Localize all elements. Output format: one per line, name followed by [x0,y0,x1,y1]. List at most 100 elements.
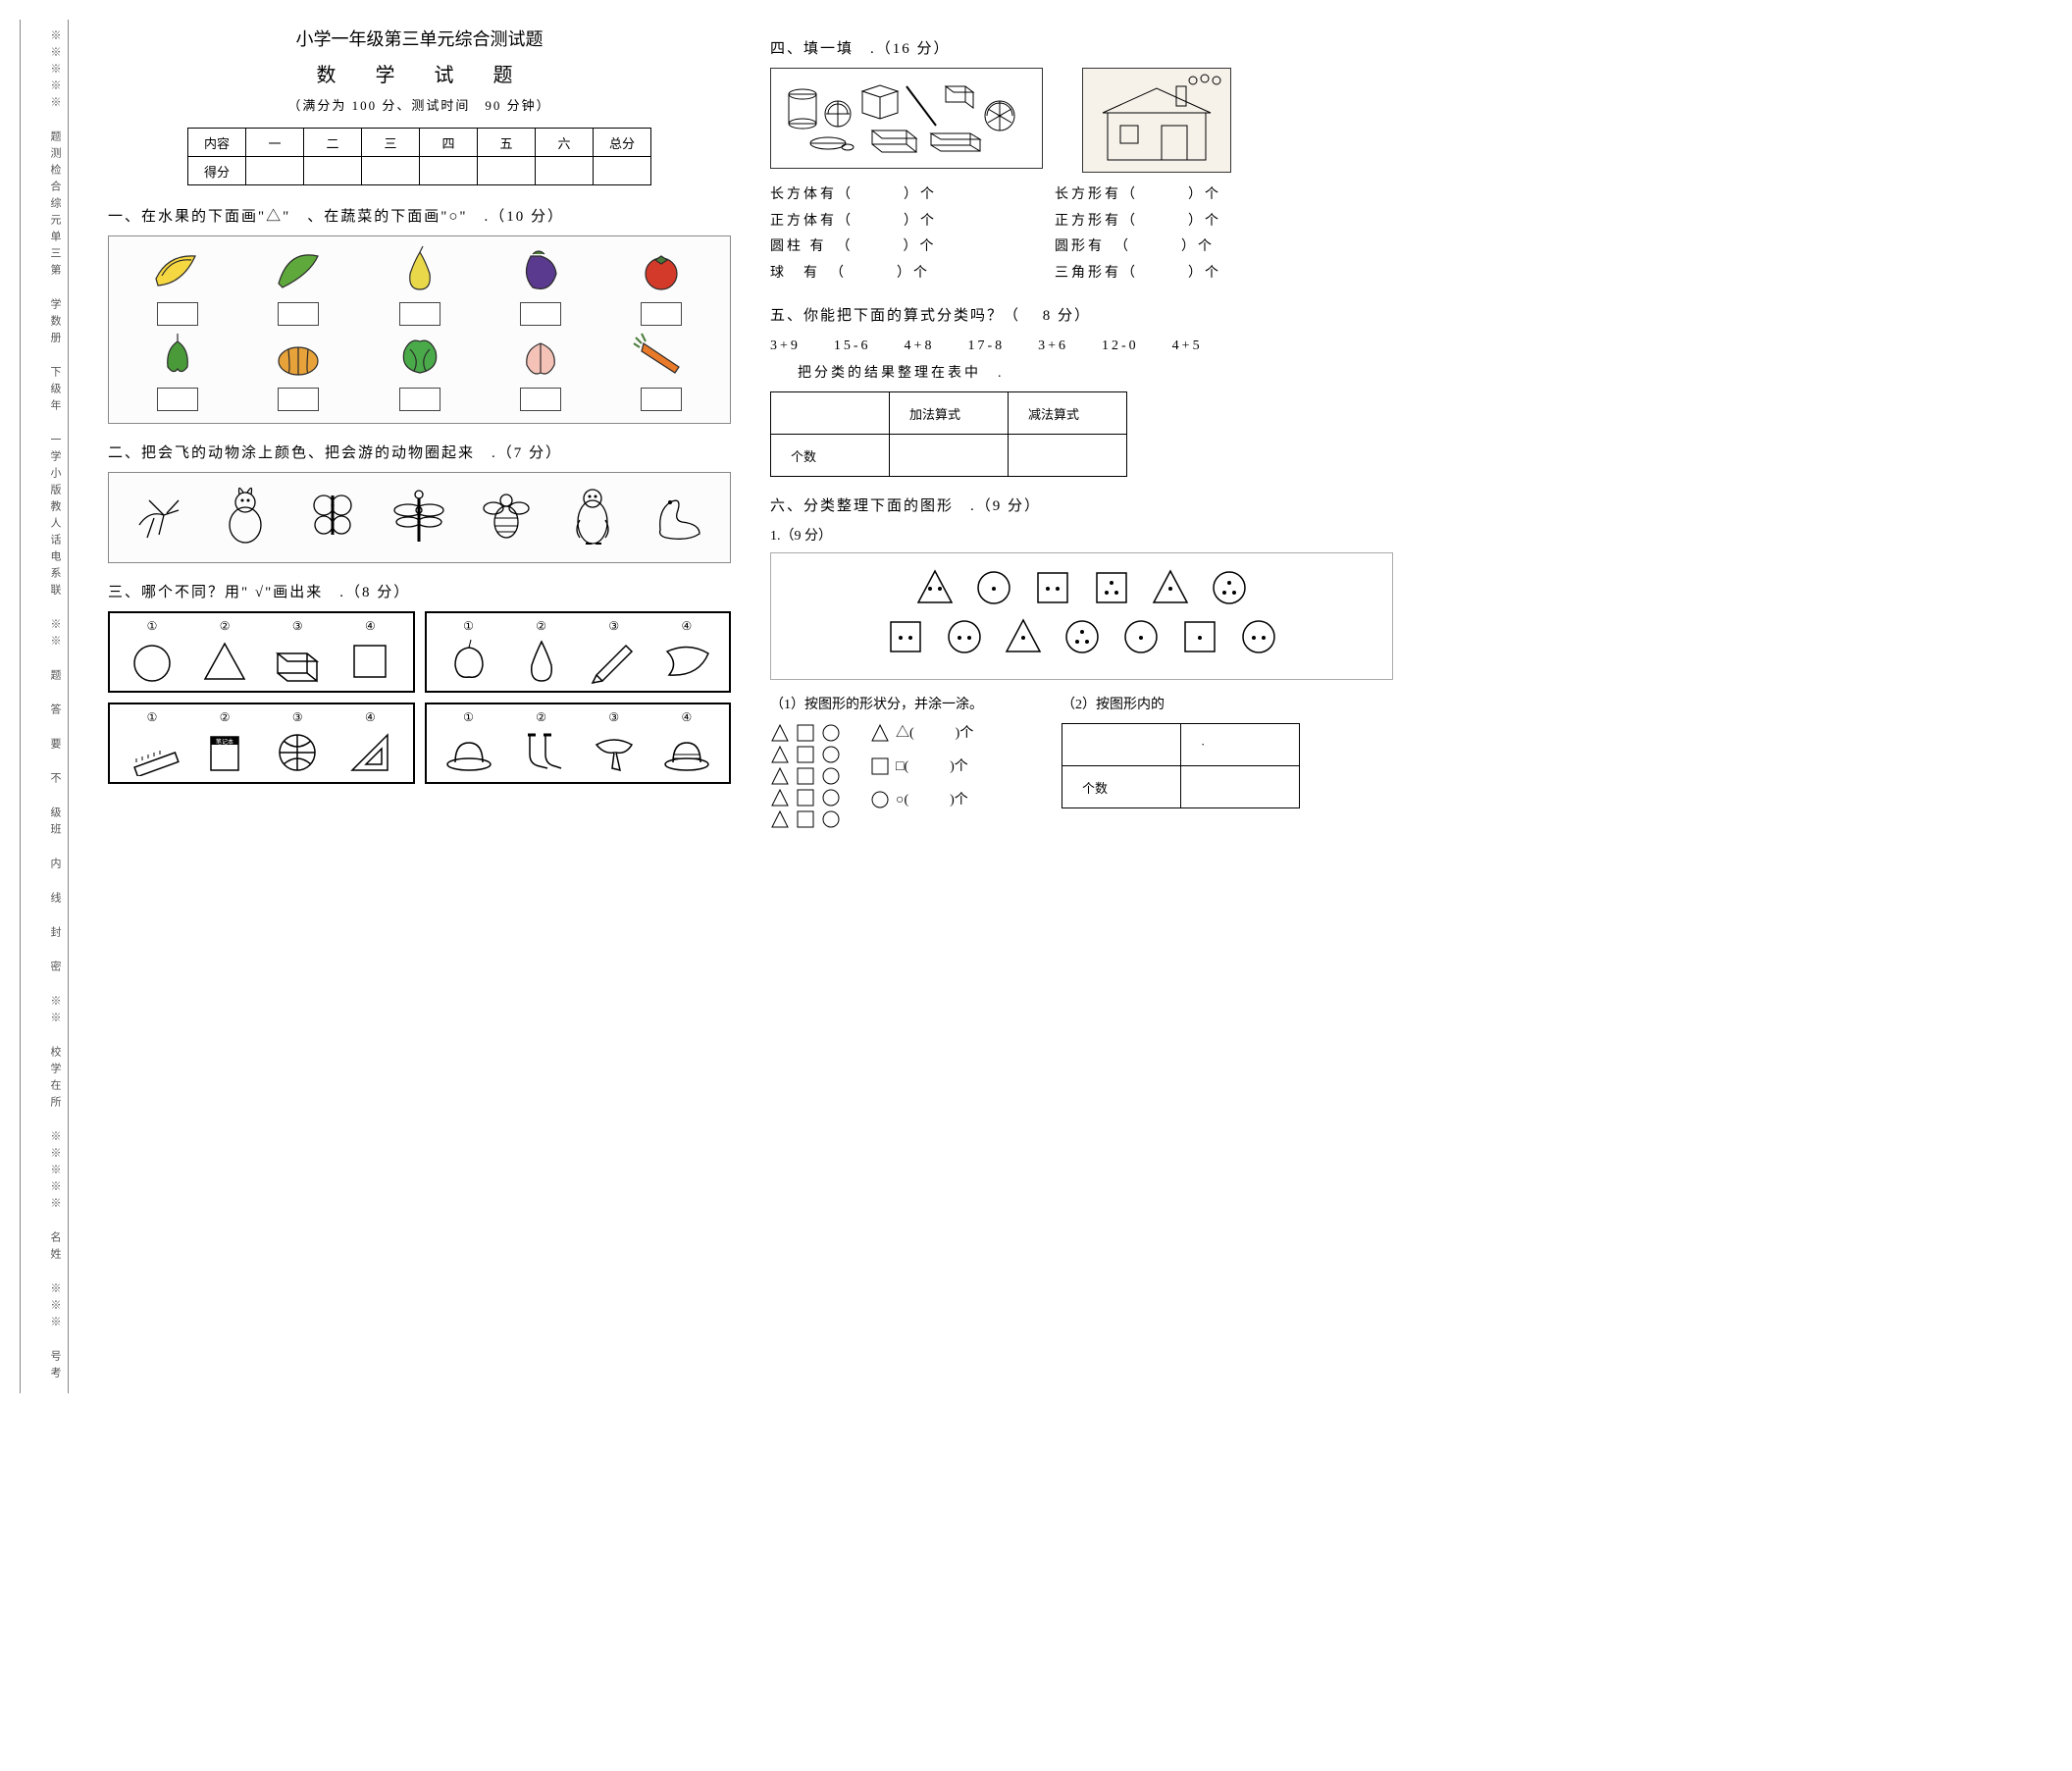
q3-cell: ①②③④笔记本 [108,703,415,784]
cell: 加法算式 [890,392,1009,435]
cell: 二 [304,129,362,157]
square-icon [796,745,815,764]
animal-row [117,481,722,554]
table-row: 加法算式 减法算式 [771,392,1127,435]
grasshopper-icon [130,481,190,549]
triangle-icon [197,634,252,685]
cell: 个数 [771,435,890,477]
svg-text:笔记本: 笔记本 [216,738,233,746]
produce-item [359,244,480,326]
answer-box[interactable] [157,388,198,411]
sq-2dot-icon [1032,567,1073,608]
cucumber-icon [269,244,328,293]
item-number: ③ [608,710,619,725]
right-column: 四、填一填 .（16 分） [770,20,1393,1393]
item-number: ④ [682,619,693,634]
square-icon [870,756,890,776]
q2-box [108,472,731,563]
tally-labels: △( )个 □( )个 ○( )个 [870,721,973,831]
tri-2dot-icon [914,567,956,608]
pencil-icon [587,634,642,685]
q5-expressions: 3+9 15-6 4+8 17-8 3+6 12-0 4+5 [770,335,1393,354]
answer-box[interactable] [399,302,440,326]
q5-title: 五、你能把下面的算式分类吗？（ 8 分） [770,304,1393,325]
sq-2dot-icon [885,616,926,657]
answer-box[interactable] [157,302,198,326]
answer-box[interactable] [278,388,319,411]
banana-icon [659,634,714,685]
produce-item [601,244,722,326]
butterfly-icon [302,481,363,549]
cir-3dot-icon [1209,567,1250,608]
produce-item [117,244,237,326]
item-number: ④ [682,710,693,725]
label: 圆柱 有 （ ）个 [770,234,937,261]
produce-item [601,330,722,411]
q6-p2: （2）按图形内的 [1062,694,1300,713]
solids-diagram [770,68,1043,169]
answer-box[interactable] [520,388,561,411]
q6-title: 六、分类整理下面的图形 .（9 分） [770,495,1393,515]
q6-p1: （1）按图形的形状分，并涂一涂。 [770,694,983,713]
apple-icon [441,634,496,685]
pepper-icon [148,330,207,379]
table-row: 个数 [771,435,1127,477]
triangle-icon [770,766,790,786]
item-number: ① [147,710,158,725]
cir-2dot-icon [1238,616,1279,657]
label: 球 有 （ ）个 [770,261,937,287]
sidebar-text: ※※※※※ 题测检合综元单三第 学数册 下级年 一学小版教人话电系联 ※※ 题 … [49,29,61,1383]
label: 圆形有 （ ）个 [1055,234,1221,261]
q5-note: 把分类的结果整理在表中 . [770,362,1393,382]
cell: 总分 [594,129,651,157]
circle-icon [870,790,890,809]
hat2-icon [659,725,714,776]
answer-box[interactable] [399,388,440,411]
item-number: ④ [365,619,376,634]
hat1-icon [441,725,496,776]
item-number: ② [536,710,546,725]
cir-2dot-icon [944,616,985,657]
cuboid-icon [270,634,325,685]
scarf-icon [587,725,642,776]
sq-1dot-icon [1179,616,1220,657]
answer-box[interactable] [641,388,682,411]
label: △( )个 [896,724,973,744]
cir-3dot-icon [1062,616,1103,657]
item-number: ① [463,710,474,725]
produce-item [480,330,600,411]
q1-box [108,235,731,424]
label: 长方体有（ ）个 [770,182,937,209]
cell: 四 [420,129,478,157]
setsquare-icon [342,725,397,776]
answer-box[interactable] [278,302,319,326]
title-sub: 数 学 试 题 [108,59,731,87]
cell: 减法算式 [1009,392,1127,435]
cabbage-icon [390,330,449,379]
item-number: ② [220,619,231,634]
answer-box[interactable] [641,302,682,326]
circle-icon [821,766,841,786]
circle-icon [821,723,841,743]
triangle-icon [770,809,790,829]
fruit-row [117,330,722,411]
socks-icon [514,725,569,776]
q3-title: 三、哪个不同？用" √"画出来 .（8 分） [108,581,731,601]
shape-row [785,616,1378,657]
pumpkin-icon [269,330,328,379]
produce-item [237,330,358,411]
q4-left-list: 长方体有（ ）个 正方体有（ ）个 圆柱 有 （ ）个 球 有 （ ）个 [770,182,937,286]
square-icon [796,788,815,807]
answer-box[interactable] [520,302,561,326]
item-number: ③ [292,619,303,634]
label: 长方形有（ ）个 [1055,182,1221,209]
q3-grid: ①②③④①②③④①②③④笔记本①②③④ [108,611,731,784]
left-column: 小学一年级第三单元综合测试题 数 学 试 题 （满分为 100 分、测试时间 9… [108,20,731,1393]
pear-icon [390,244,449,293]
label: □( )个 [896,757,968,777]
notebook-icon: 笔记本 [197,725,252,776]
q3-cell: ①②③④ [425,611,732,693]
circle-icon [821,788,841,807]
tally-grid [770,721,841,831]
shape-row [785,567,1378,608]
